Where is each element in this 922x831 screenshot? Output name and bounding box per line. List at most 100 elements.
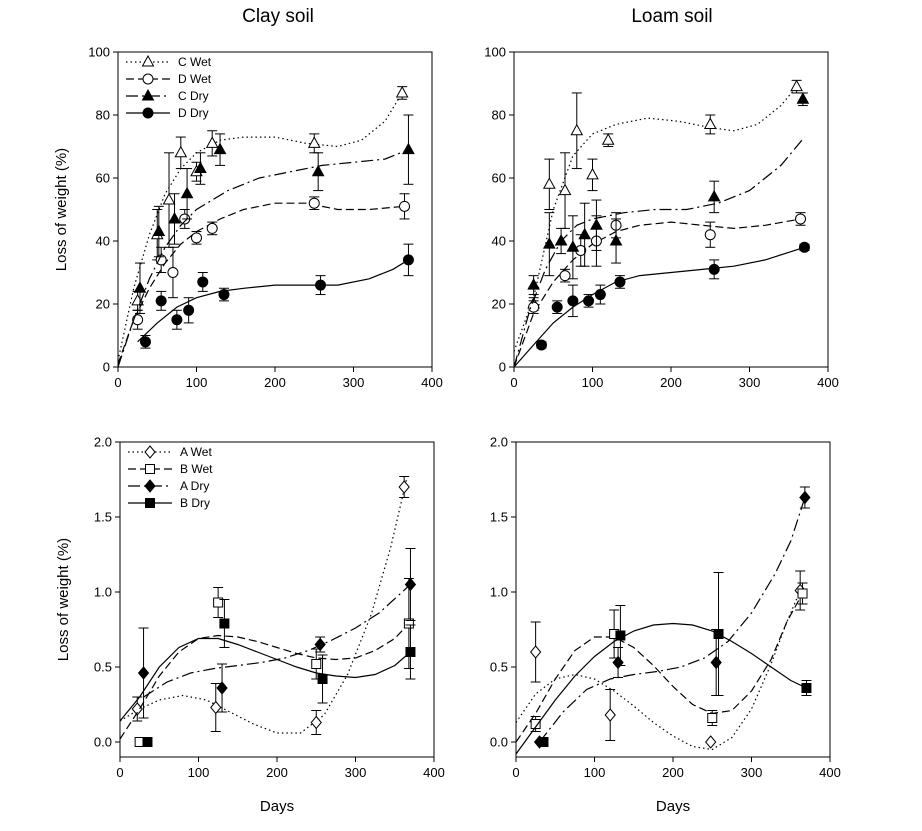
- data-point: [530, 719, 541, 729]
- fitted-curve: [539, 497, 806, 743]
- fitted-curve: [513, 246, 805, 368]
- data-point: [213, 597, 224, 608]
- data-point: [311, 164, 325, 177]
- x-tick-label: 300: [345, 765, 367, 780]
- y-tick-label: 0: [103, 360, 110, 375]
- legend-label: A Wet: [180, 445, 212, 459]
- x-tick-label: 100: [582, 375, 604, 390]
- x-tick-label: 200: [264, 375, 286, 390]
- y-tick-label: 1.0: [490, 585, 508, 600]
- legend-label: B Dry: [180, 496, 210, 510]
- data-point: [528, 301, 540, 313]
- legend-marker: [144, 445, 156, 459]
- plot-frame: [515, 441, 831, 758]
- data-point: [796, 92, 810, 104]
- x-tick-label: 300: [741, 765, 763, 780]
- legend-marker: [141, 54, 155, 67]
- series-c-dry: [117, 114, 415, 368]
- series-c-dry: [513, 92, 810, 368]
- data-point: [535, 339, 547, 351]
- data-point: [183, 304, 195, 316]
- fitted-curve: [515, 593, 804, 743]
- legend-marker: [142, 107, 154, 119]
- data-point: [180, 186, 194, 199]
- x-tick-label: 100: [584, 765, 606, 780]
- data-point: [310, 715, 322, 730]
- data-point: [590, 218, 603, 230]
- data-point: [704, 229, 716, 241]
- x-axis-label: Days: [656, 798, 690, 815]
- data-point: [155, 295, 167, 307]
- data-point: [314, 637, 326, 652]
- data-point: [317, 674, 328, 684]
- data-point: [705, 735, 717, 749]
- y-tick-label: 60: [492, 171, 506, 186]
- data-point: [402, 254, 414, 266]
- data-point: [708, 263, 720, 275]
- data-point: [790, 79, 803, 92]
- data-point: [171, 314, 183, 326]
- data-point: [139, 336, 151, 348]
- data-point: [601, 133, 615, 145]
- fitted-curve: [119, 623, 410, 740]
- series-d-wet: [513, 212, 807, 368]
- data-point: [404, 577, 417, 592]
- plot-frame: [119, 441, 435, 758]
- series-a-dry: [533, 486, 811, 749]
- data-point: [583, 295, 595, 307]
- series-b-dry: [119, 599, 416, 747]
- data-point: [405, 647, 416, 657]
- data-point: [308, 197, 320, 209]
- chart-panel-2: 0 100 200 300 400 0 20 40 60 80 100: [484, 45, 839, 391]
- data-point: [558, 183, 572, 196]
- y-tick-label: 2.0: [94, 435, 112, 450]
- data-point: [133, 281, 147, 293]
- data-point: [609, 233, 623, 246]
- data-point: [218, 289, 230, 301]
- data-point: [152, 224, 166, 237]
- fitted-curve: [117, 202, 405, 365]
- fitted-curve: [117, 149, 409, 368]
- fitted-curve: [515, 622, 807, 755]
- data-point: [538, 737, 549, 747]
- fitted-curve: [143, 584, 411, 698]
- x-tick-label: 300: [343, 375, 365, 390]
- data-point: [570, 123, 584, 136]
- y-tick-label: 80: [492, 108, 506, 123]
- x-tick-label: 200: [660, 375, 682, 390]
- y-tick-label: 20: [492, 297, 506, 312]
- y-tick-label: 100: [484, 45, 506, 60]
- data-point: [567, 295, 579, 307]
- column-title-loam: Loam soil: [631, 6, 712, 27]
- data-point: [797, 588, 808, 599]
- chart-panel-3: 0 100 200 300 400 0.0 0.5 1.0 1.5 2.0 Loss of weig…: [55, 435, 445, 816]
- y-tick-label: 0.5: [94, 660, 112, 675]
- legend-label: C Wet: [178, 55, 212, 69]
- legend-marker: [141, 88, 155, 101]
- data-point: [566, 240, 580, 252]
- data-point: [197, 276, 209, 288]
- x-tick-label: 0: [510, 375, 517, 390]
- data-point: [801, 683, 812, 693]
- y-tick-label: 0.5: [490, 660, 508, 675]
- data-point: [395, 85, 409, 98]
- x-axis-label: Days: [260, 798, 294, 815]
- x-tick-label: 0: [116, 765, 123, 780]
- y-axis-label: Loss of weight (%): [55, 538, 72, 661]
- chart-panel-1: 0 100 200 300 400 0 20 40 60 80 100 Loss of weight …: [53, 45, 443, 391]
- x-tick-label: 400: [819, 765, 841, 780]
- fitted-curve: [515, 590, 801, 751]
- legend: A Wet B Wet A Dry B Dry: [128, 445, 213, 510]
- data-point: [710, 655, 722, 670]
- fitted-curve: [119, 479, 408, 734]
- y-tick-label: 40: [492, 234, 506, 249]
- data-point: [167, 267, 179, 278]
- y-tick-label: 100: [88, 45, 110, 60]
- fitted-curve: [137, 259, 409, 343]
- data-point: [191, 232, 202, 244]
- legend-marker: [145, 498, 155, 508]
- data-point: [554, 233, 568, 246]
- data-point: [315, 279, 327, 291]
- legend-label: D Dry: [178, 106, 209, 120]
